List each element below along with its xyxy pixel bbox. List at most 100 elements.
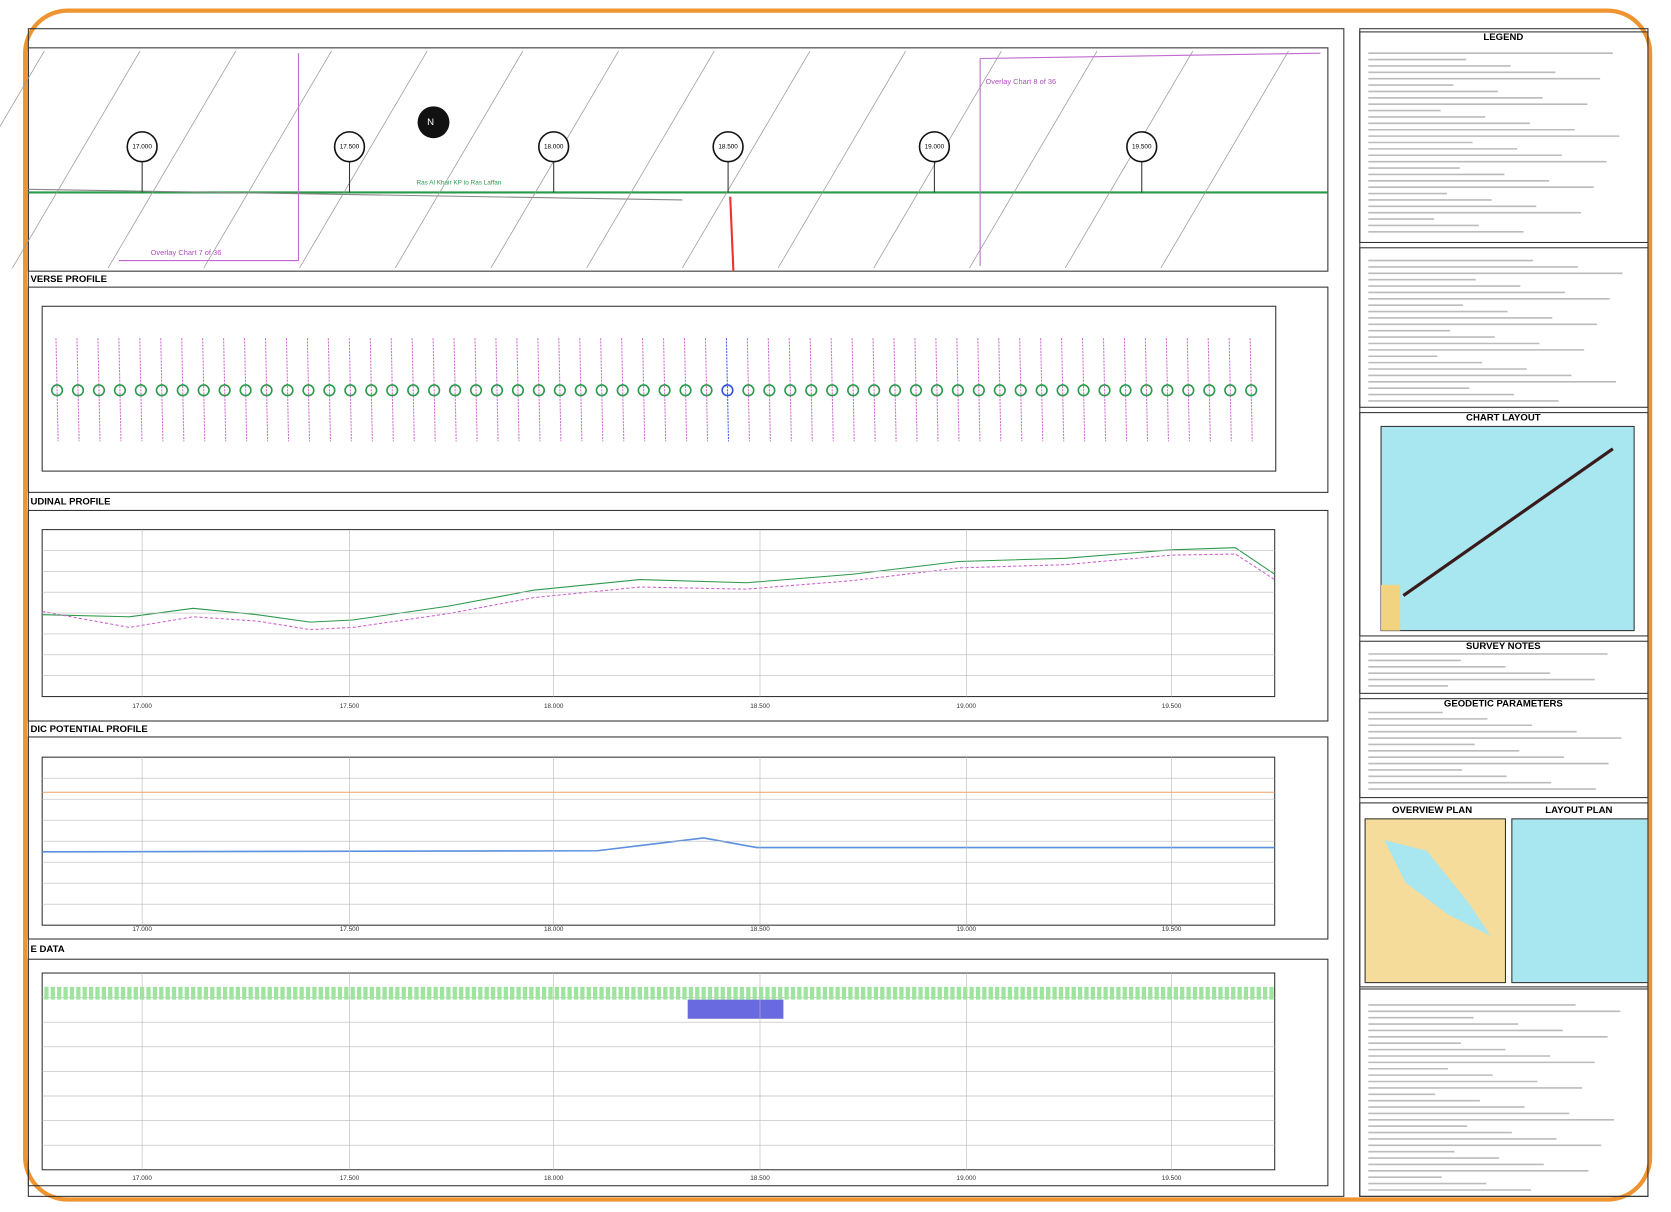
x-label: 19.500 — [1162, 926, 1182, 933]
kp-marker — [909, 384, 923, 397]
coating-band — [254, 986, 260, 1000]
transverse-section — [264, 338, 269, 442]
coating-band — [184, 986, 189, 1000]
kp-marker — [1098, 384, 1111, 397]
kp-marker — [826, 384, 839, 397]
coating-band — [995, 986, 1000, 1000]
plan-line — [394, 50, 524, 269]
coating-band — [433, 986, 438, 1000]
coating-band — [982, 986, 987, 1000]
coating-band — [829, 986, 834, 1000]
coating-band — [114, 986, 119, 1000]
plan-line — [1064, 50, 1194, 269]
coating-band — [861, 986, 866, 1000]
outer-frame — [23, 8, 1653, 1202]
x-label: 18.500 — [750, 926, 770, 933]
coating-band — [516, 986, 521, 1000]
coating-band — [963, 986, 968, 1000]
coating-band — [216, 986, 221, 1000]
coating-band — [57, 986, 62, 1000]
transverse-section — [830, 338, 834, 442]
coating-band — [159, 986, 164, 1000]
coating-band — [1167, 986, 1172, 1000]
coating-band — [554, 986, 560, 1000]
coating-band — [1122, 986, 1127, 1000]
x-label: 19.000 — [957, 1175, 977, 1182]
transverse-section — [579, 338, 583, 442]
transverse-section — [474, 338, 478, 442]
geodetic-box — [1359, 698, 1649, 799]
transverse-section — [725, 338, 730, 442]
coating-band — [918, 986, 923, 1000]
transverse-section — [956, 338, 960, 442]
panel-title: GEODETIC PARAMETERS — [1444, 699, 1563, 710]
coating-band — [669, 986, 674, 1000]
transverse-section — [642, 338, 646, 442]
kp-marker — [511, 384, 525, 397]
kp-marker — [679, 384, 692, 397]
coating-band — [969, 986, 974, 1000]
coating-band — [299, 986, 304, 1000]
kp-marker — [951, 384, 965, 397]
chainage-label: 17.000 — [132, 143, 152, 150]
transverse-section — [1102, 338, 1107, 442]
plan-line — [969, 50, 1098, 269]
chainage-label: 19.000 — [925, 143, 945, 150]
transverse-section — [516, 338, 520, 442]
kp-marker — [972, 384, 985, 397]
coating-band — [822, 986, 827, 1000]
transverse-section — [223, 338, 227, 442]
cp-box — [27, 736, 1329, 940]
transverse-section — [244, 338, 248, 442]
coating-band — [624, 986, 630, 1000]
north-arrow — [417, 106, 450, 139]
transverse-section — [663, 338, 667, 442]
kp-marker — [239, 384, 252, 397]
chainage-marker — [126, 131, 158, 163]
coating-band — [388, 986, 394, 1000]
coating-band — [522, 986, 528, 1000]
transverse-section — [453, 338, 457, 442]
coating-band — [331, 986, 336, 1000]
coating-band — [586, 986, 591, 1000]
coating-band — [1231, 986, 1236, 1000]
coating-band — [1237, 986, 1242, 1000]
coating-band — [790, 986, 796, 1000]
section-title: E DATA — [30, 944, 64, 955]
kp-marker — [1140, 384, 1153, 397]
coating-band — [809, 986, 815, 1000]
transverse-section — [285, 338, 290, 442]
coating-band — [274, 986, 279, 1000]
transverse-section — [76, 338, 80, 442]
coating-band — [1116, 986, 1121, 1000]
transverse-section — [1019, 338, 1023, 442]
kp-marker — [1182, 384, 1195, 397]
coating-band — [178, 986, 183, 1000]
section-title: DIC POTENTIAL PROFILE — [30, 724, 147, 735]
coating-band — [471, 986, 477, 1000]
chainage-label: 17.500 — [340, 143, 360, 150]
kp-marker — [218, 384, 231, 397]
coating-band — [561, 986, 566, 1000]
coating-band — [420, 986, 426, 1000]
coating-band — [1001, 986, 1006, 1000]
kp-marker — [574, 384, 587, 397]
coating-band — [510, 986, 515, 1000]
survey-notes-box — [1359, 640, 1649, 694]
coating-band — [203, 986, 209, 1000]
coating-band — [867, 986, 872, 1000]
coating-band — [886, 986, 891, 1000]
coating-band — [407, 986, 413, 1000]
plan-view: N Overlay Chart 8 of 36 Overlay Chart 7 … — [0, 50, 1328, 272]
x-label: 18.500 — [750, 703, 770, 710]
coating-band — [593, 986, 598, 1000]
coating-band — [644, 986, 649, 1000]
kp-marker — [92, 384, 106, 397]
transverse-section — [1144, 338, 1149, 442]
coating-band — [133, 986, 138, 1000]
coating-band — [1065, 986, 1070, 1000]
coating-band — [248, 986, 253, 1000]
coating-band — [1084, 986, 1089, 1000]
transverse-section — [809, 338, 813, 442]
coating-band — [1148, 986, 1153, 1000]
